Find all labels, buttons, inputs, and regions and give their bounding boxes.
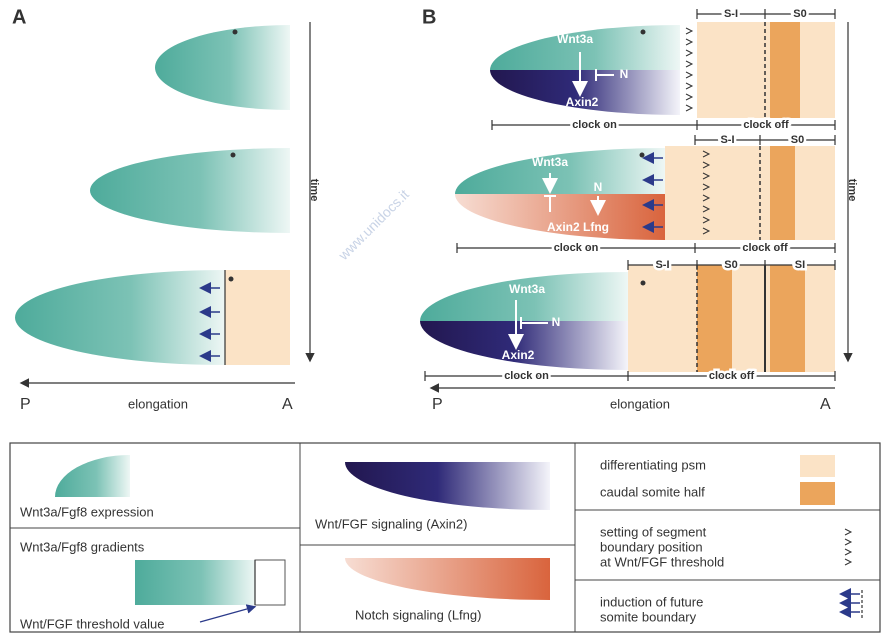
legend-label: Wnt/FGF signaling (Axin2) (315, 516, 467, 531)
chevron (686, 94, 692, 100)
chevron (686, 50, 692, 56)
legend-label: Wnt3a/Fgf8 gradients (20, 539, 145, 554)
legend-label: Wnt3a/Fgf8 expression (20, 504, 154, 519)
clock-off-label: clock off (742, 242, 788, 254)
embryo (15, 270, 225, 365)
readout-label: Axin2 (566, 95, 599, 109)
somite-label: S-I (720, 134, 734, 146)
chevron (686, 83, 692, 89)
caudal-half (770, 22, 800, 118)
legend-label: caudal somite half (600, 484, 705, 499)
threshold-pointer (200, 607, 254, 622)
embryo (90, 148, 290, 233)
legend-label: somite boundary (600, 609, 697, 624)
wnt-label: Wnt3a (509, 282, 545, 296)
somite-label: SI (795, 259, 805, 271)
dot (641, 30, 646, 35)
chevron (845, 529, 851, 535)
panel-label: A (12, 6, 26, 28)
somite-label: S-I (655, 259, 669, 271)
psm-region (225, 270, 290, 365)
time-label: time (308, 179, 320, 202)
clock-on-label: clock on (572, 119, 617, 131)
axis-label: elongation (610, 396, 670, 411)
clock-off-label: clock off (743, 119, 789, 131)
dot (229, 277, 234, 282)
caudal-half (770, 146, 795, 240)
readout-label: Axin2 Lfng (547, 220, 609, 234)
watermark: www.unidocs.it (334, 186, 412, 264)
figure: www.unidocs.itAtimePelongationABS-IS0clo… (0, 0, 886, 634)
chevron (686, 72, 692, 78)
embryo-bottom (420, 321, 628, 370)
notch-label: N (594, 180, 603, 194)
chevron (845, 549, 851, 555)
chevron (845, 539, 851, 545)
panel-label: B (422, 6, 436, 28)
psm-region (697, 22, 835, 118)
legend-caudal-swatch (800, 482, 835, 505)
axis-end-label: P (20, 396, 31, 413)
legend-threshold-box (255, 560, 285, 605)
somite-label: S-I (724, 8, 738, 20)
clock-on-label: clock on (504, 370, 549, 382)
caudal-half (770, 265, 805, 372)
dot (641, 281, 646, 286)
wnt-label: Wnt3a (532, 155, 568, 169)
legend-label: boundary position (600, 539, 703, 554)
somite-label: S0 (793, 8, 806, 20)
clock-off-label: clock off (709, 370, 755, 382)
dot (231, 153, 236, 158)
legend-label: Wnt/FGF threshold value (20, 616, 165, 631)
somite-label: S0 (791, 134, 804, 146)
notch-label: N (552, 315, 561, 329)
chevron (686, 39, 692, 45)
caudal-half (697, 265, 732, 372)
legend-expression-swatch (55, 455, 130, 497)
legend-gradient-swatch (135, 560, 255, 605)
axis-label: elongation (128, 396, 188, 411)
legend-psm-swatch (800, 455, 835, 477)
axis-end-label: P (432, 396, 443, 413)
chevron (845, 559, 851, 565)
time-label: time (846, 179, 858, 202)
clock-on-label: clock on (554, 242, 599, 254)
chevron (686, 105, 692, 111)
dot (640, 153, 645, 158)
axis-end-label: A (820, 396, 831, 413)
legend-label: Notch signaling (Lfng) (355, 607, 481, 622)
axis-end-label: A (282, 396, 293, 413)
legend-label: induction of future (600, 594, 703, 609)
legend-axin2-swatch (345, 462, 550, 510)
page: www.unidocs.itAtimePelongationABS-IS0clo… (0, 0, 886, 634)
chevron (686, 61, 692, 67)
chevron (686, 28, 692, 34)
legend-label: differentiating psm (600, 457, 706, 472)
readout-label: Axin2 (502, 348, 535, 362)
somite-label: S0 (724, 259, 737, 271)
embryo-top (420, 272, 628, 321)
dot (233, 30, 238, 35)
legend-label: setting of segment (600, 524, 707, 539)
psm-region (665, 146, 835, 240)
notch-label: N (620, 67, 629, 81)
wnt-label: Wnt3a (557, 32, 593, 46)
embryo (155, 25, 290, 110)
legend-label: at Wnt/FGF threshold (600, 554, 724, 569)
legend-lfng-swatch (345, 558, 550, 600)
